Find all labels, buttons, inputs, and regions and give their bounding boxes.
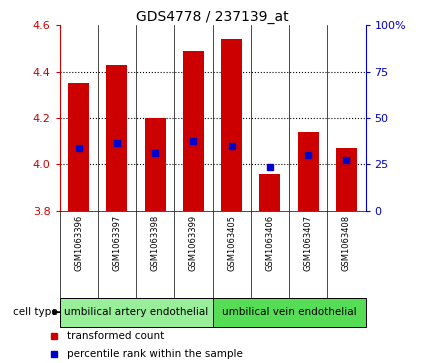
Bar: [60, 298, 212, 327]
Title: GDS4778 / 237139_at: GDS4778 / 237139_at: [136, 11, 289, 24]
Bar: [221, 39, 242, 211]
Text: GSM1063397: GSM1063397: [112, 215, 122, 271]
Text: GSM1063398: GSM1063398: [150, 215, 160, 271]
Bar: [259, 174, 280, 211]
Text: umbilical artery endothelial: umbilical artery endothelial: [64, 307, 208, 317]
Text: GSM1063399: GSM1063399: [189, 215, 198, 271]
Text: GSM1063407: GSM1063407: [303, 215, 313, 271]
Text: GSM1063405: GSM1063405: [227, 215, 236, 271]
Text: GSM1063406: GSM1063406: [265, 215, 275, 271]
Bar: [336, 148, 357, 211]
Text: cell type: cell type: [13, 307, 57, 317]
Text: transformed count: transformed count: [67, 331, 164, 341]
Bar: [212, 298, 366, 327]
Text: percentile rank within the sample: percentile rank within the sample: [67, 349, 243, 359]
Text: umbilical vein endothelial: umbilical vein endothelial: [222, 307, 356, 317]
Text: GSM1063396: GSM1063396: [74, 215, 83, 271]
Bar: [106, 65, 128, 211]
Bar: [68, 83, 89, 211]
Bar: [144, 118, 166, 211]
Text: GSM1063408: GSM1063408: [342, 215, 351, 271]
Bar: [298, 132, 319, 211]
Bar: [183, 51, 204, 211]
